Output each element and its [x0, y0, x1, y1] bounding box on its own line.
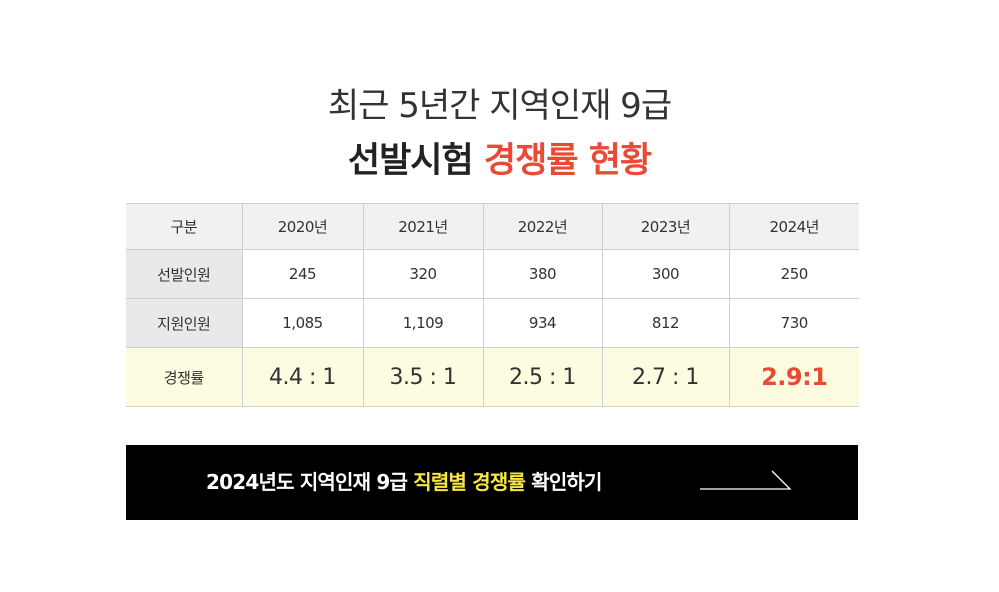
table-cell: 4.4 : 1 [241, 347, 364, 407]
table-cell: 245 [241, 249, 364, 299]
table-header-row: 구분 2020년 2021년 2022년 2023년 2024년 [126, 203, 859, 250]
header-year: 2022년 [482, 203, 603, 250]
title-plain: 선발시험 [347, 141, 474, 181]
table-cell: 3.5 : 1 [362, 347, 484, 407]
table-cell: 1,085 [241, 298, 364, 348]
header-category: 구분 [126, 203, 243, 250]
arrow-right-icon [700, 470, 792, 490]
row-label: 경쟁률 [126, 347, 243, 407]
table-cell: 934 [482, 298, 603, 348]
row-label: 선발인원 [126, 249, 243, 299]
table-cell: 320 [362, 249, 484, 299]
competition-rate-table: 구분 2020년 2021년 2022년 2023년 2024년 선발인원 24… [126, 203, 859, 407]
table-cell: 2.7 : 1 [601, 347, 730, 407]
row-label: 지원인원 [126, 298, 243, 348]
cta-label: 2024년도 지역인재 9급 직렬별 경쟁률 확인하기 [206, 445, 602, 520]
table-row-selected: 선발인원 245 320 380 300 250 [126, 249, 859, 299]
table-row-applicants: 지원인원 1,085 1,109 934 812 730 [126, 298, 859, 348]
page-title-line2: 선발시험 경쟁률 현황 [0, 132, 999, 183]
cta-prefix: 2024년도 지역인재 9급 [206, 470, 408, 494]
table-cell: 2.5 : 1 [482, 347, 603, 407]
cta-highlight: 직렬별 경쟁률 [413, 470, 526, 494]
table-cell: 1,109 [362, 298, 484, 348]
table-cell: 250 [728, 249, 859, 299]
table-cell: 300 [601, 249, 730, 299]
header-year: 2023년 [601, 203, 730, 250]
table-cell: 380 [482, 249, 603, 299]
table-row-rate: 경쟁률 4.4 : 1 3.5 : 1 2.5 : 1 2.7 : 1 2.9:… [126, 347, 859, 407]
header-year: 2021년 [362, 203, 484, 250]
header-year: 2020년 [241, 203, 364, 250]
cta-button[interactable]: 2024년도 지역인재 9급 직렬별 경쟁률 확인하기 [126, 445, 858, 520]
cta-suffix: 확인하기 [531, 470, 602, 494]
header-year: 2024년 [728, 203, 859, 250]
table-cell: 812 [601, 298, 730, 348]
table-cell: 730 [728, 298, 859, 348]
page-title-line1: 최근 5년간 지역인재 9급 [327, 86, 672, 126]
title-accent: 경쟁률 현황 [483, 141, 652, 181]
table-cell-highlight: 2.9:1 [728, 347, 859, 407]
